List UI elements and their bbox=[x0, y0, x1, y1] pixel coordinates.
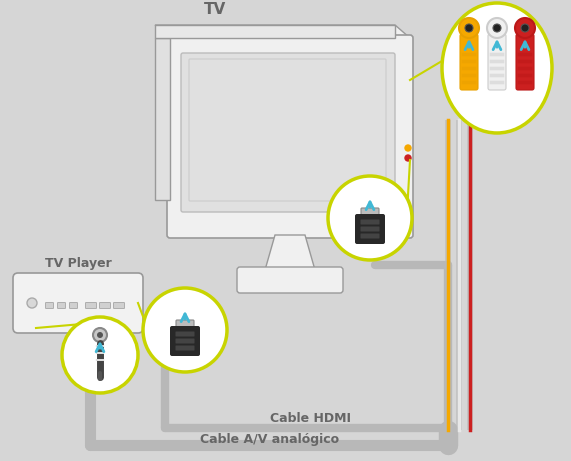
FancyBboxPatch shape bbox=[46, 302, 54, 308]
Circle shape bbox=[62, 317, 138, 393]
Circle shape bbox=[521, 24, 529, 32]
FancyBboxPatch shape bbox=[360, 234, 380, 238]
FancyBboxPatch shape bbox=[355, 214, 385, 244]
FancyBboxPatch shape bbox=[70, 302, 78, 308]
FancyBboxPatch shape bbox=[175, 331, 195, 337]
Text: TV: TV bbox=[204, 2, 226, 18]
FancyBboxPatch shape bbox=[490, 67, 504, 70]
Polygon shape bbox=[155, 25, 410, 38]
FancyBboxPatch shape bbox=[360, 219, 380, 225]
FancyBboxPatch shape bbox=[361, 208, 379, 217]
FancyBboxPatch shape bbox=[155, 38, 170, 200]
FancyBboxPatch shape bbox=[490, 60, 504, 63]
Circle shape bbox=[493, 24, 501, 32]
Text: Cable HDMI: Cable HDMI bbox=[270, 412, 351, 425]
FancyBboxPatch shape bbox=[237, 267, 343, 293]
FancyBboxPatch shape bbox=[490, 53, 504, 56]
FancyBboxPatch shape bbox=[462, 53, 476, 56]
FancyBboxPatch shape bbox=[462, 60, 476, 63]
Polygon shape bbox=[265, 235, 315, 270]
Circle shape bbox=[459, 18, 479, 38]
FancyBboxPatch shape bbox=[175, 345, 195, 350]
Circle shape bbox=[465, 24, 473, 32]
Text: TV Player: TV Player bbox=[45, 258, 111, 271]
FancyBboxPatch shape bbox=[518, 74, 532, 77]
FancyBboxPatch shape bbox=[518, 60, 532, 63]
FancyBboxPatch shape bbox=[176, 320, 194, 329]
Circle shape bbox=[405, 155, 411, 161]
FancyBboxPatch shape bbox=[13, 273, 143, 333]
FancyBboxPatch shape bbox=[58, 302, 66, 308]
FancyBboxPatch shape bbox=[490, 81, 504, 84]
FancyBboxPatch shape bbox=[167, 35, 413, 238]
FancyBboxPatch shape bbox=[516, 34, 534, 90]
FancyBboxPatch shape bbox=[114, 302, 124, 308]
FancyBboxPatch shape bbox=[462, 67, 476, 70]
FancyBboxPatch shape bbox=[462, 81, 476, 84]
Text: Cable A/V analógico: Cable A/V analógico bbox=[200, 433, 340, 447]
FancyBboxPatch shape bbox=[155, 25, 395, 38]
FancyBboxPatch shape bbox=[181, 53, 395, 212]
FancyBboxPatch shape bbox=[86, 302, 96, 308]
FancyBboxPatch shape bbox=[490, 74, 504, 77]
Circle shape bbox=[27, 298, 37, 308]
Circle shape bbox=[515, 18, 535, 38]
Circle shape bbox=[328, 176, 412, 260]
FancyBboxPatch shape bbox=[462, 74, 476, 77]
Circle shape bbox=[487, 18, 507, 38]
Circle shape bbox=[97, 332, 103, 338]
Circle shape bbox=[405, 145, 411, 151]
FancyBboxPatch shape bbox=[170, 326, 200, 356]
FancyBboxPatch shape bbox=[488, 34, 506, 90]
FancyBboxPatch shape bbox=[518, 81, 532, 84]
FancyBboxPatch shape bbox=[175, 338, 195, 343]
Ellipse shape bbox=[442, 3, 552, 133]
FancyBboxPatch shape bbox=[518, 53, 532, 56]
FancyBboxPatch shape bbox=[518, 67, 532, 70]
FancyBboxPatch shape bbox=[360, 226, 380, 231]
FancyBboxPatch shape bbox=[460, 34, 478, 90]
FancyBboxPatch shape bbox=[189, 59, 386, 201]
FancyBboxPatch shape bbox=[99, 302, 111, 308]
Circle shape bbox=[93, 328, 107, 342]
Circle shape bbox=[143, 288, 227, 372]
